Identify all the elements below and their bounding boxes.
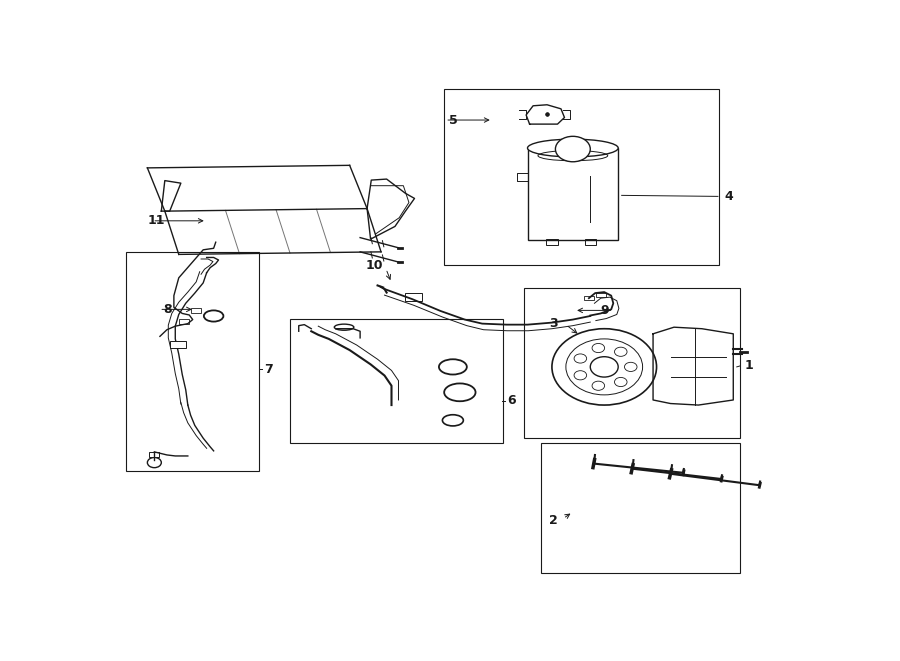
- Bar: [444, 89, 719, 265]
- Bar: [596, 293, 606, 297]
- Circle shape: [555, 136, 590, 162]
- Circle shape: [615, 377, 627, 387]
- Bar: [405, 293, 422, 301]
- Ellipse shape: [527, 139, 618, 157]
- Circle shape: [574, 371, 587, 380]
- Bar: [524, 288, 740, 438]
- Text: 11: 11: [148, 214, 165, 227]
- Bar: [149, 452, 159, 457]
- Bar: [584, 296, 594, 300]
- Circle shape: [592, 381, 605, 391]
- Circle shape: [592, 344, 605, 352]
- Text: 9: 9: [601, 304, 609, 317]
- Circle shape: [574, 354, 587, 363]
- Circle shape: [590, 357, 618, 377]
- Bar: [170, 342, 185, 348]
- Circle shape: [625, 362, 637, 371]
- Bar: [291, 319, 503, 444]
- Bar: [126, 253, 259, 471]
- Circle shape: [615, 347, 627, 356]
- Text: 8: 8: [163, 303, 172, 316]
- Text: 4: 4: [724, 190, 733, 203]
- Text: 3: 3: [549, 317, 557, 330]
- Bar: [179, 319, 189, 324]
- Bar: [527, 148, 618, 240]
- Ellipse shape: [204, 311, 223, 322]
- Text: 1: 1: [744, 360, 753, 372]
- Circle shape: [552, 329, 656, 405]
- Bar: [546, 239, 557, 245]
- Text: 7: 7: [265, 363, 274, 376]
- Text: 5: 5: [449, 114, 458, 126]
- Text: 10: 10: [365, 258, 383, 272]
- Circle shape: [148, 457, 161, 468]
- Text: 6: 6: [508, 395, 516, 407]
- Bar: [542, 444, 740, 573]
- Text: 2: 2: [549, 514, 557, 527]
- Bar: [192, 308, 201, 313]
- Bar: [585, 239, 596, 245]
